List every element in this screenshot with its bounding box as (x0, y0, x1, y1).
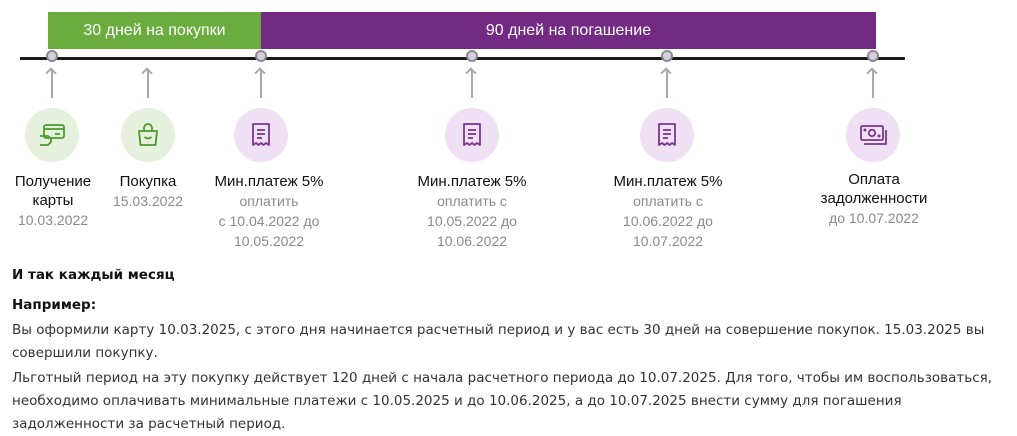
up-arrow-icon (51, 70, 53, 98)
event-detail: с 10.04.2022 до (218, 213, 320, 229)
event-title: Оплата задолженности (820, 171, 928, 207)
event-detail: 10.06.2022 до (623, 213, 713, 229)
monthly-heading: И так каждый месяц (12, 267, 175, 283)
timeline-marker (466, 50, 478, 62)
example-paragraph-2: Льготный период на эту покупку действует… (12, 370, 993, 432)
event-date: 10.03.2022 (17, 212, 89, 228)
timeline-axis (20, 57, 905, 60)
up-arrow-icon (872, 70, 874, 98)
event-detail: оплатить с (437, 193, 507, 209)
event-title: Получение карты (14, 173, 92, 209)
example-paragraph-1: Вы оформили карту 10.03.2025, с этого дн… (12, 322, 985, 361)
event-debt-payoff: Оплата задолженности до 10.07.2022 (789, 170, 959, 228)
receipt-icon (445, 108, 499, 162)
purchase-period-label: 30 дней на покупки (83, 21, 226, 39)
event-min-payment-1: Мин.платеж 5% оплатить с 10.04.2022 до 1… (184, 172, 354, 251)
up-arrow-icon (260, 70, 262, 98)
event-detail: 10.05.2022 (233, 233, 305, 249)
event-detail: 10.07.2022 (632, 233, 704, 249)
repayment-period-bar: 90 дней на погашение (261, 12, 876, 49)
purchase-period-bar: 30 дней на покупки (48, 12, 261, 49)
receipt-icon (234, 108, 288, 162)
timeline-marker (661, 50, 673, 62)
timeline-marker (867, 50, 879, 62)
up-arrow-icon (666, 70, 668, 98)
event-title: Мин.платеж 5% (214, 173, 324, 190)
receipt-icon (640, 108, 694, 162)
event-detail: оплатить (239, 193, 299, 209)
event-date: 15.03.2022 (112, 193, 184, 209)
banknote-icon (846, 108, 900, 162)
event-detail: 10.05.2022 до (427, 213, 517, 229)
timeline-marker (46, 50, 58, 62)
event-card-issue: Получение карты 10.03.2022 (0, 172, 138, 230)
card-icon (25, 108, 79, 162)
event-date: до 10.07.2022 (829, 210, 919, 226)
event-title: Покупка (119, 173, 177, 190)
event-detail: 10.06.2022 (436, 233, 508, 249)
event-min-payment-3: Мин.платеж 5% оплатить с 10.06.2022 до 1… (583, 172, 753, 251)
repayment-period-label: 90 дней на погашение (485, 21, 652, 39)
up-arrow-icon (147, 70, 149, 98)
event-title: Мин.платеж 5% (417, 173, 527, 190)
event-purchase: Покупка 15.03.2022 (63, 172, 233, 211)
timeline-marker (255, 50, 267, 62)
event-title: Мин.платеж 5% (613, 173, 723, 190)
up-arrow-icon (471, 70, 473, 98)
event-detail: оплатить с (633, 193, 703, 209)
event-min-payment-2: Мин.платеж 5% оплатить с 10.05.2022 до 1… (387, 172, 557, 251)
shopping-bag-icon (121, 108, 175, 162)
example-heading: Например: (12, 297, 97, 313)
